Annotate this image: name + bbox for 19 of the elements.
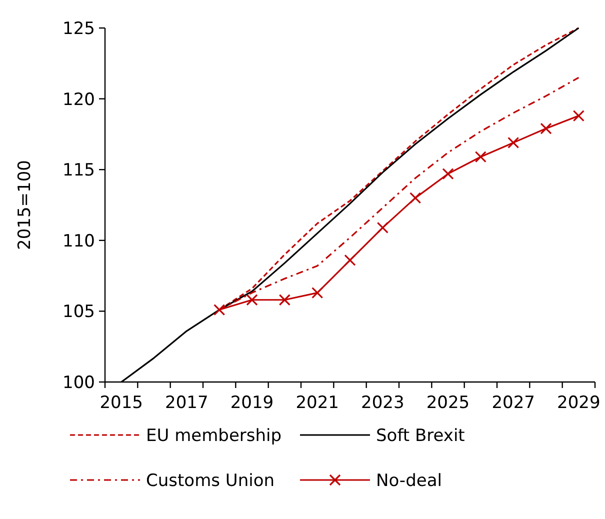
y-tick-label: 115 [62,160,95,181]
legend-label: No-deal [376,471,442,491]
y-tick-label: 125 [62,18,95,39]
y-tick-label: 110 [62,231,95,252]
x-tick-label: 2029 [557,393,600,413]
x-tick-label: 2021 [296,393,339,413]
y-tick-label: 105 [62,302,95,322]
legend-label: Soft Brexit [376,426,466,446]
x-tick-label: 2017 [165,393,208,413]
x-tick-label: 2025 [426,393,470,413]
y-tick-label: 100 [62,372,95,393]
x-tick-label: 2023 [361,393,404,413]
y-axis-title: 2015=100 [15,160,35,250]
legend-label: Customs Union [146,471,275,491]
x-tick-label: 2015 [100,393,143,413]
y-tick-label: 120 [62,90,95,110]
x-tick-label: 2019 [230,393,274,413]
x-tick-label: 2027 [492,393,535,413]
legend-label: EU membership [146,426,282,446]
